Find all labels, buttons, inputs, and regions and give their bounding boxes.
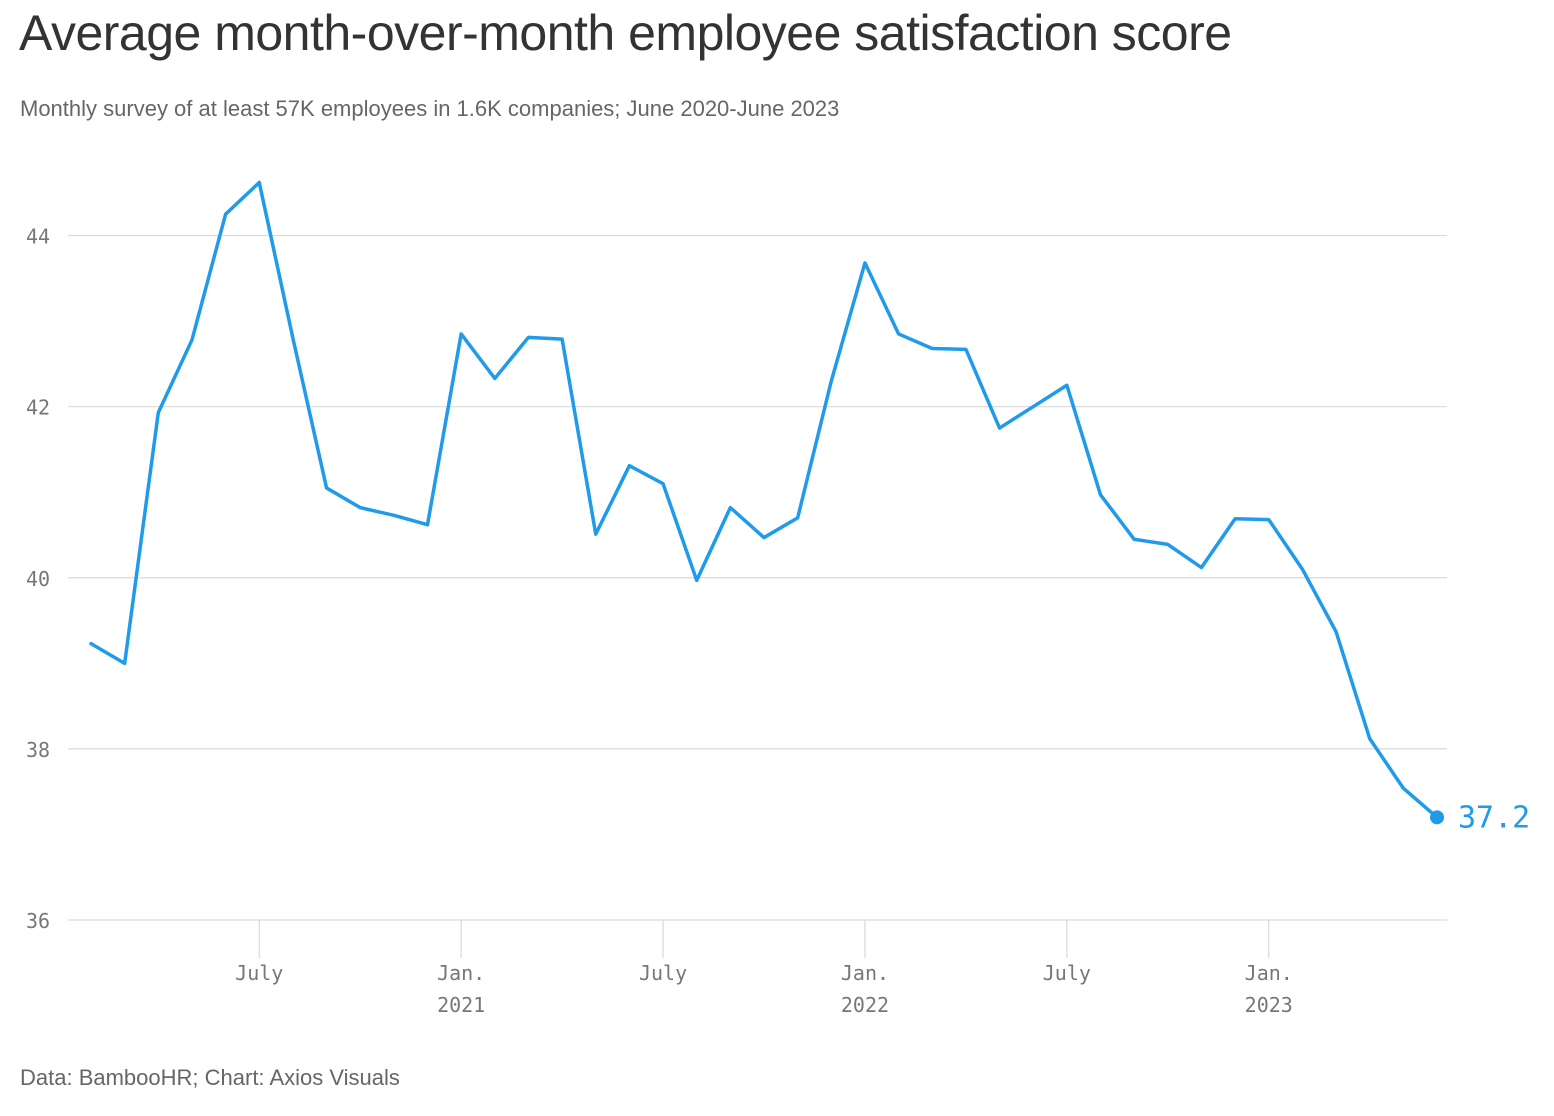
x-tick-label: Jan. xyxy=(841,961,889,985)
x-tick-year-label: 2022 xyxy=(841,993,889,1017)
y-gridlines xyxy=(68,234,1447,921)
end-value-label: 37.2 xyxy=(1458,800,1530,835)
x-axis-ticks: July Jan. 2021 July Jan. 2022 July Jan. 2023 xyxy=(235,920,1293,1017)
y-tick-label: 38 xyxy=(26,738,50,762)
x-tick-label: July xyxy=(639,961,687,985)
y-tick-label: 44 xyxy=(26,225,50,249)
x-tick-year-label: 2021 xyxy=(437,993,485,1017)
chart-title: Average month-over-month employee satisf… xyxy=(19,5,1232,61)
y-tick-label: 40 xyxy=(26,567,50,591)
x-tick-label: July xyxy=(1043,961,1091,985)
end-point-marker xyxy=(1430,810,1444,825)
chart-subtitle: Monthly survey of at least 57K employees… xyxy=(20,96,840,121)
y-axis-ticks: 36 38 40 42 44 xyxy=(26,225,50,933)
x-tick-label: Jan. xyxy=(1245,961,1293,985)
source-note: Data: BambooHR; Chart: Axios Visuals xyxy=(20,1065,400,1090)
y-tick-label: 42 xyxy=(26,396,50,420)
x-tick-year-label: 2023 xyxy=(1245,993,1293,1017)
x-tick-label: July xyxy=(235,961,283,985)
series-line xyxy=(89,180,1439,820)
x-tick-label: Jan. xyxy=(437,961,485,985)
y-tick-label: 36 xyxy=(26,909,50,933)
